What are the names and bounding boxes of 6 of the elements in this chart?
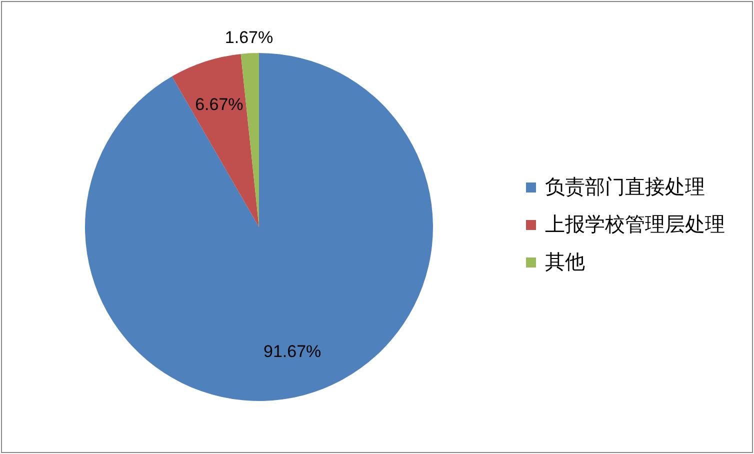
legend-label: 负责部门直接处理: [545, 176, 705, 198]
data-label: 6.67%: [195, 95, 244, 114]
legend-label: 其他: [545, 252, 585, 274]
legend-label: 上报学校管理层处理: [545, 214, 725, 236]
data-label: 1.67%: [224, 28, 274, 47]
data-label: 91.67%: [264, 342, 322, 361]
